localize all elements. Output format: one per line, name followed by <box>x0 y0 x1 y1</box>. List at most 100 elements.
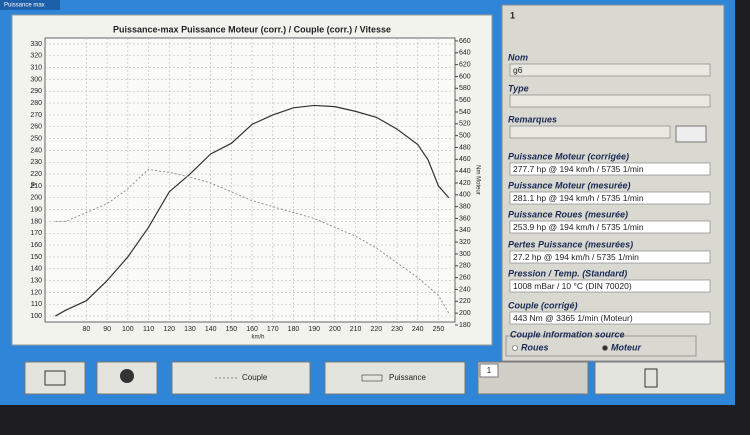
y-tick-label: 200 <box>30 195 42 202</box>
y-tick-label: 300 <box>30 76 42 83</box>
radio-label: Roues <box>521 342 549 352</box>
y2-tick-label: 240 <box>459 286 471 293</box>
y-axis-label: hp <box>31 181 37 188</box>
y2-tick-label: 580 <box>459 85 471 92</box>
field-box <box>509 162 711 176</box>
x-tick-label: 160 <box>246 326 258 333</box>
y-tick-label: 270 <box>30 112 42 119</box>
radio[interactable] <box>512 345 518 351</box>
print-icon <box>644 368 658 388</box>
field-box <box>509 125 671 139</box>
field-label: Nom <box>508 52 528 62</box>
x-tick-label: 180 <box>288 326 300 333</box>
x-tick-label: 190 <box>308 326 320 333</box>
y2-tick-label: 260 <box>459 274 471 281</box>
field-value: 281.1 hp @ 194 km/h / 5735 1/min <box>513 193 644 203</box>
gauge-icon <box>120 369 134 383</box>
plot-area <box>44 37 456 323</box>
field-box <box>509 311 711 325</box>
x-tick-label: 210 <box>350 326 362 333</box>
x-tick-label: 170 <box>267 326 279 333</box>
source-group <box>505 335 697 357</box>
field-value: 1008 mBar / 10 °C (DIN 70020) <box>513 281 632 291</box>
y2-tick-label: 660 <box>459 38 471 45</box>
y-tick-label: 150 <box>30 254 42 261</box>
y-tick-label: 140 <box>30 266 42 273</box>
y2-tick-label: 300 <box>459 251 471 258</box>
chart-title: Puissance-max Puissance Moteur (corr.) /… <box>113 24 391 34</box>
field-box <box>509 220 711 234</box>
field-value: g6 <box>513 65 523 75</box>
y2-tick-label: 220 <box>459 298 471 305</box>
y2-tick-label: 560 <box>459 97 471 104</box>
y-tick-label: 210 <box>30 183 42 190</box>
x-tick-label: 250 <box>433 326 445 333</box>
y-tick-label: 290 <box>30 88 42 95</box>
field-label: Puissance Moteur (corrigée) <box>508 151 629 161</box>
y2-tick-label: 440 <box>459 168 471 175</box>
field-value: 277.7 hp @ 194 km/h / 5735 1/min <box>513 164 644 174</box>
field-label: Remarques <box>508 114 557 124</box>
field-label: Puissance Moteur (mesurée) <box>508 180 631 190</box>
y2-tick-label: 380 <box>459 203 471 210</box>
series-line <box>55 104 450 317</box>
window-title: Puissance max <box>4 3 45 9</box>
field-label: Pression / Temp. (Standard) <box>508 268 627 278</box>
field-box <box>509 94 711 108</box>
x-tick-label: 90 <box>103 326 111 333</box>
y2-tick-label: 180 <box>459 322 471 329</box>
y-tick-label: 220 <box>30 171 42 178</box>
legend-swatch <box>361 374 383 382</box>
y2-tick-label: 360 <box>459 215 471 222</box>
y2-tick-label: 340 <box>459 227 471 234</box>
y-tick-label: 180 <box>30 218 42 225</box>
y-tick-label: 130 <box>30 277 42 284</box>
x-tick-label: 120 <box>163 326 175 333</box>
puissance-button[interactable] <box>324 361 466 395</box>
print-button[interactable] <box>594 361 726 395</box>
x-tick-label: 140 <box>205 326 217 333</box>
table-button[interactable] <box>24 361 86 395</box>
field-label: Type <box>508 83 529 93</box>
field-box <box>509 191 711 205</box>
field-label: Puissance Roues (mesurée) <box>508 209 628 219</box>
legend-label: Couple <box>242 373 268 382</box>
y-tick-label: 120 <box>30 289 42 296</box>
y2-tick-label: 200 <box>459 310 471 317</box>
y2-tick-label: 460 <box>459 156 471 163</box>
y2-tick-label: 420 <box>459 180 471 187</box>
y2-tick-label: 280 <box>459 263 471 270</box>
legend-label: Puissance <box>389 373 426 382</box>
x-tick-label: 130 <box>184 326 196 333</box>
x-tick-label: 220 <box>370 326 382 333</box>
radio-label: Moteur <box>611 342 641 352</box>
field-value: 253.9 hp @ 194 km/h / 5735 1/min <box>513 222 644 232</box>
radio[interactable] <box>602 345 608 351</box>
x-tick-label: 200 <box>329 326 341 333</box>
page-cell[interactable] <box>479 363 499 378</box>
couple-button[interactable] <box>171 361 311 395</box>
y2-tick-label: 480 <box>459 144 471 151</box>
y-tick-label: 100 <box>30 313 42 320</box>
y-tick-label: 160 <box>30 242 42 249</box>
y2-tick-label: 500 <box>459 132 471 139</box>
x-tick-label: 230 <box>391 326 403 333</box>
y-tick-label: 320 <box>30 53 42 60</box>
x-axis-label: km/h <box>251 335 264 341</box>
y-tick-label: 280 <box>30 100 42 107</box>
y-tick-label: 260 <box>30 124 42 131</box>
y-tick-label: 240 <box>30 147 42 154</box>
y2-tick-label: 540 <box>459 109 471 116</box>
x-tick-label: 150 <box>226 326 238 333</box>
y-tick-label: 310 <box>30 64 42 71</box>
y-tick-label: 110 <box>31 301 42 308</box>
field-label: Pertes Puissance (mesurées) <box>508 239 633 249</box>
series-line <box>55 168 450 314</box>
y2-tick-label: 600 <box>459 73 471 80</box>
y2-tick-label: 640 <box>459 50 471 57</box>
table-icon <box>44 370 66 386</box>
y2-axis-label: Nm Moteur <box>474 165 480 195</box>
remarks-button[interactable] <box>675 125 707 143</box>
